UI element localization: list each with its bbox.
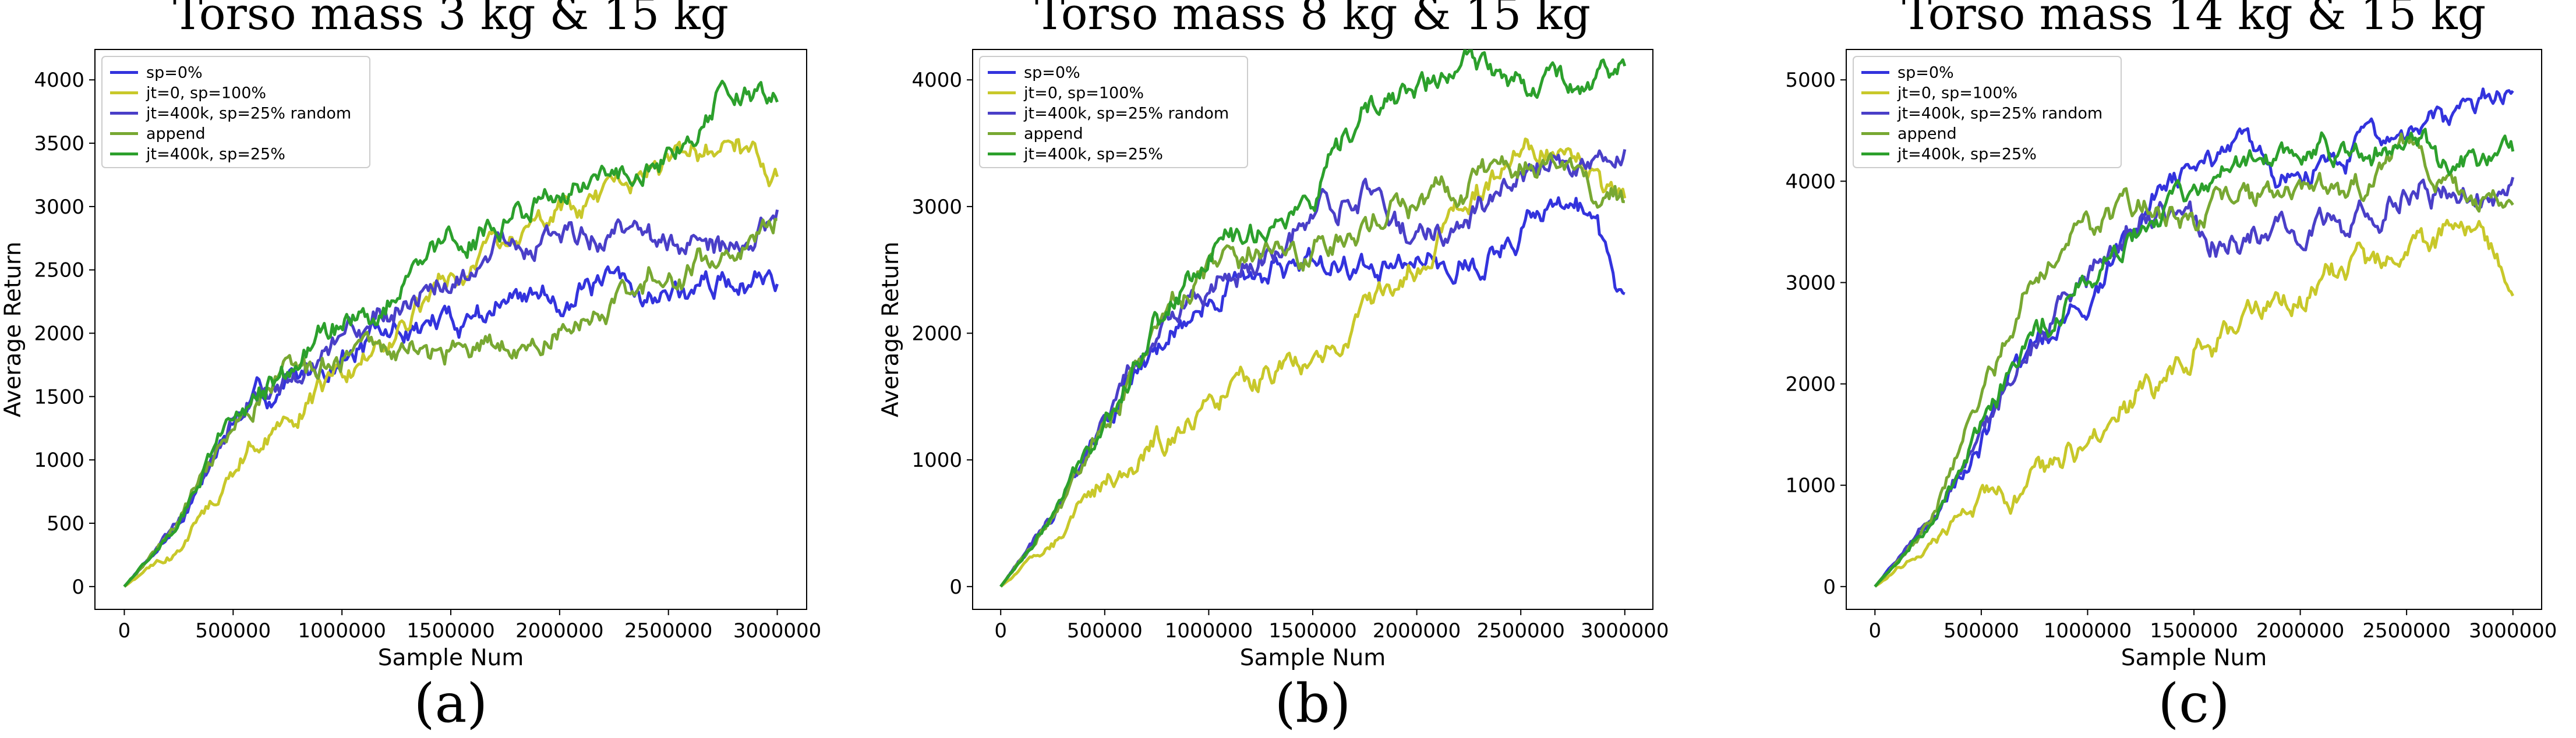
legend-label: jt=400k, sp=25% random (146, 105, 351, 123)
x-tick-label: 1500000 (2150, 619, 2238, 643)
y-tick-label: 1000 (911, 449, 962, 472)
series-line-5 (123, 80, 779, 588)
y-tick-label: 4000 (1785, 170, 1836, 193)
chart-panel-1: Torso mass 3 kg & 15 kg (a) 0 500000 1000000… (0, 0, 821, 735)
x-tick-label: 500000 (195, 619, 271, 643)
chart-title: Torso mass 8 kg & 15 kg (1035, 0, 1591, 40)
x-tick-label: 3000000 (2469, 619, 2557, 643)
chart-title: Torso mass 14 kg & 15 kg (1902, 0, 2486, 40)
series-line-5 (1874, 127, 2515, 588)
x-tick-label: 0 (1868, 619, 1881, 643)
x-tick-label: 2000000 (1373, 619, 1461, 643)
x-axis-label: Sample Num (2121, 645, 2267, 671)
series-line-2 (999, 137, 1627, 588)
x-axis-label: Sample Num (1240, 645, 1386, 671)
legend-label: jt=400k, sp=25% (1897, 146, 2037, 164)
y-tick-label: 1000 (1785, 474, 1836, 498)
legend-box (979, 56, 1248, 168)
legend-label: jt=0, sp=100% (146, 84, 266, 102)
series-line-4 (123, 218, 778, 588)
y-tick-label: 5000 (1785, 69, 1836, 92)
series-line-2 (1874, 219, 2514, 588)
x-tick-label: 1500000 (1268, 619, 1356, 643)
legend-label: sp=0% (146, 64, 203, 82)
series-line-3 (123, 209, 779, 588)
panel-label: (c) (2158, 672, 2229, 735)
x-tick-label: 3000000 (733, 619, 821, 643)
x-tick-label: 1000000 (1165, 619, 1253, 643)
x-tick-label: 1000000 (2044, 619, 2132, 643)
y-tick-label: 3500 (34, 132, 84, 155)
x-axis-label: Sample Num (378, 645, 524, 671)
x-tick-label: 2500000 (2362, 619, 2450, 643)
y-axis-label: Average Return (0, 242, 26, 417)
legend-label: append (1024, 125, 1083, 143)
legend-label: jt=0, sp=100% (1023, 84, 1144, 102)
y-tick-label: 3000 (34, 196, 84, 219)
y-tick-label: 3000 (911, 196, 962, 219)
x-tick-label: 1000000 (298, 619, 386, 643)
x-tick-label: 2000000 (2256, 619, 2344, 643)
series-line-5 (999, 49, 1627, 588)
series-line-1 (123, 265, 779, 588)
x-tick-label: 1500000 (407, 619, 494, 643)
y-tick-label: 0 (72, 576, 84, 599)
y-tick-label: 1500 (34, 385, 84, 409)
x-tick-label: 2500000 (624, 619, 712, 643)
y-tick-label: 4000 (34, 69, 84, 92)
y-tick-label: 0 (1823, 576, 1836, 599)
x-tick-label: 0 (994, 619, 1007, 643)
chart-panel-2: Torso mass 8 kg & 15 kg (b) 0 500000 1000000… (878, 0, 1669, 735)
x-tick-label: 2000000 (515, 619, 603, 643)
legend-label: jt=0, sp=100% (1897, 84, 2017, 102)
y-axis-label: Average Return (878, 242, 904, 417)
x-tick-label: 500000 (1067, 619, 1143, 643)
legend-label: jt=400k, sp=25% random (1023, 105, 1229, 123)
legend-label: append (1897, 125, 1957, 143)
panel-label: (b) (1275, 672, 1351, 735)
x-tick-label: 0 (118, 619, 131, 643)
legend-label: append (146, 125, 206, 143)
y-tick-label: 2000 (34, 322, 84, 346)
legend-label: sp=0% (1897, 64, 1954, 82)
y-tick-label: 500 (47, 512, 84, 535)
chart-title: Torso mass 3 kg & 15 kg (173, 0, 729, 40)
legend-box (101, 56, 370, 168)
y-tick-label: 2000 (1785, 373, 1836, 396)
y-tick-label: 4000 (911, 69, 962, 92)
legend-label: jt=400k, sp=25% (1023, 146, 1163, 164)
y-tick-label: 3000 (1785, 271, 1836, 295)
y-tick-label: 1000 (34, 449, 84, 472)
x-tick-label: 2500000 (1476, 619, 1564, 643)
panel-label: (a) (414, 672, 488, 735)
series-line-3 (1874, 176, 2515, 588)
y-tick-label: 0 (949, 576, 962, 599)
x-tick-label: 3000000 (1581, 619, 1669, 643)
x-tick-label: 500000 (1944, 619, 2019, 643)
legend-label: sp=0% (1024, 64, 1080, 82)
y-tick-label: 2000 (911, 322, 962, 346)
chart-panel-3: Torso mass 14 kg & 15 kg (c) 0 500000 100000… (1785, 0, 2557, 735)
legend-label: jt=400k, sp=25% (146, 146, 285, 164)
series-line-2 (123, 138, 779, 588)
y-tick-label: 2500 (34, 259, 84, 282)
legend-box (1853, 56, 2122, 168)
legend-label: jt=400k, sp=25% random (1897, 105, 2103, 123)
